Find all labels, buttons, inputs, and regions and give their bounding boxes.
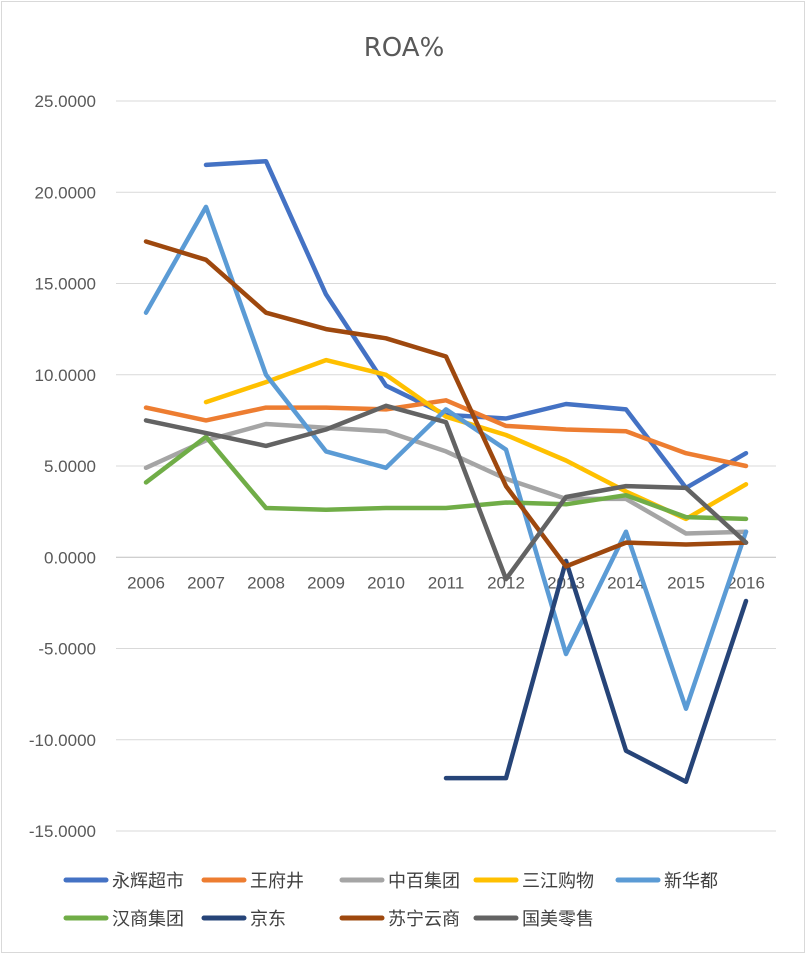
legend-item[interactable]: 国美零售 — [473, 909, 594, 930]
x-tick-label: 2006 — [127, 573, 165, 592]
series-line — [143, 204, 749, 711]
legend-label: 王府井 — [250, 871, 304, 892]
x-tick-label: 2009 — [307, 573, 345, 592]
legend-label: 永辉超市 — [112, 871, 184, 892]
y-tick-label: 15.0000 — [35, 275, 96, 294]
legend-label: 苏宁云商 — [388, 909, 460, 930]
legend-label: 国美零售 — [522, 909, 594, 930]
series-line — [443, 558, 749, 784]
series-9 — [143, 403, 749, 582]
gridlines — [116, 100, 776, 832]
series-5 — [143, 204, 749, 711]
x-tick-label: 2013 — [547, 573, 585, 592]
y-tick-label: 25.0000 — [35, 92, 96, 111]
y-tick-label: 20.0000 — [35, 183, 96, 202]
legend-label: 中百集团 — [388, 871, 460, 892]
series-6 — [143, 434, 749, 522]
x-tick-label: 2011 — [428, 573, 465, 592]
legend-item[interactable]: 苏宁云商 — [339, 909, 460, 930]
legend-item[interactable]: 王府井 — [201, 871, 304, 892]
series-7 — [443, 558, 749, 784]
x-tick-label: 2015 — [667, 573, 705, 592]
y-tick-label: -10.0000 — [29, 731, 96, 750]
chart-title: ROA% — [364, 33, 445, 63]
y-axis-ticks: 25.0000 20.0000 15.0000 10.0000 5.0000 0.0000… — [29, 92, 96, 841]
legend-label: 汉商集团 — [112, 909, 184, 930]
y-tick-label: -15.0000 — [29, 822, 96, 841]
y-tick-label: 5.0000 — [44, 457, 96, 476]
y-tick-label: 10.0000 — [35, 366, 96, 385]
legend-label: 新华都 — [664, 871, 718, 892]
legend-item[interactable]: 汉商集团 — [63, 909, 184, 930]
legend-label: 京东 — [250, 909, 286, 930]
series-lines — [143, 158, 749, 784]
x-tick-label: 2008 — [247, 573, 285, 592]
y-tick-label: -5.0000 — [38, 640, 96, 659]
legend-item[interactable]: 三江购物 — [473, 871, 594, 892]
legend-item[interactable]: 永辉超市 — [63, 871, 184, 892]
legend-item[interactable]: 新华都 — [615, 871, 718, 892]
x-tick-label: 2007 — [187, 573, 225, 592]
legend-item[interactable]: 中百集团 — [339, 871, 460, 892]
x-tick-label: 2010 — [367, 573, 405, 592]
x-tick-label: 2016 — [727, 573, 765, 592]
x-tick-label: 2014 — [607, 573, 645, 592]
x-axis-ticks: 2006 2007 2008 2009 2010 2011 2012 2013 2014 2015… — [127, 573, 765, 592]
series-2 — [143, 398, 749, 469]
y-tick-label: 0.0000 — [44, 548, 96, 567]
legend-label: 三江购物 — [522, 871, 594, 892]
legend-item[interactable]: 京东 — [201, 909, 286, 930]
x-tick-label: 2012 — [487, 573, 525, 592]
